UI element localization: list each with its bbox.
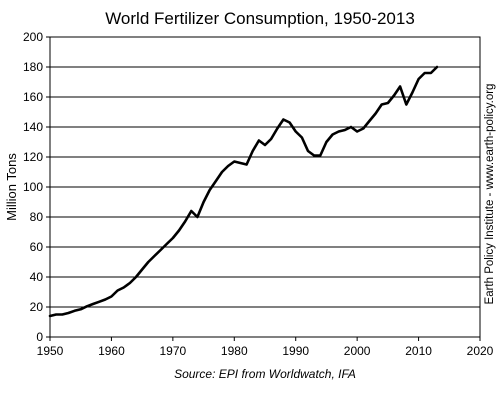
x-tick-label: 1960 <box>98 344 125 358</box>
x-tick-label: 1980 <box>221 344 248 358</box>
y-axis-title: Million Tons <box>4 153 19 221</box>
x-tick-label: 2000 <box>344 344 371 358</box>
x-axis-ticks: 1950 1960 1970 1980 1990 2000 2010 2020 <box>37 337 494 358</box>
y-tick-label: 100 <box>23 180 43 194</box>
y-tick-label: 140 <box>23 120 43 134</box>
series-lines <box>48 65 439 318</box>
y-tick-label: 0 <box>36 330 43 344</box>
chart-title: World Fertilizer Consumption, 1950-2013 <box>105 9 415 28</box>
y-tick-label: 160 <box>23 90 43 104</box>
x-tick-label: 1990 <box>282 344 309 358</box>
x-tick-label: 2020 <box>467 344 494 358</box>
x-tick-label: 2010 <box>405 344 432 358</box>
y-tick-label: 180 <box>23 60 43 74</box>
y-tick-label: 80 <box>30 210 44 224</box>
source-note: Source: EPI from Worldwatch, IFA <box>174 367 356 381</box>
gridlines <box>50 66 480 308</box>
x-tick-label: 1950 <box>37 344 64 358</box>
series-line <box>48 65 439 318</box>
y-tick-label: 200 <box>23 30 43 44</box>
y-axis-ticks: 0 20 40 60 80 100 120 140 160 180 200 <box>23 30 50 344</box>
credit-note: Earth Policy Institute - www.earth-polic… <box>484 84 496 305</box>
y-tick-label: 120 <box>23 150 43 164</box>
x-tick-label: 1970 <box>160 344 187 358</box>
y-tick-label: 40 <box>30 270 44 284</box>
y-tick-label: 60 <box>30 240 44 254</box>
y-tick-label: 20 <box>30 300 44 314</box>
